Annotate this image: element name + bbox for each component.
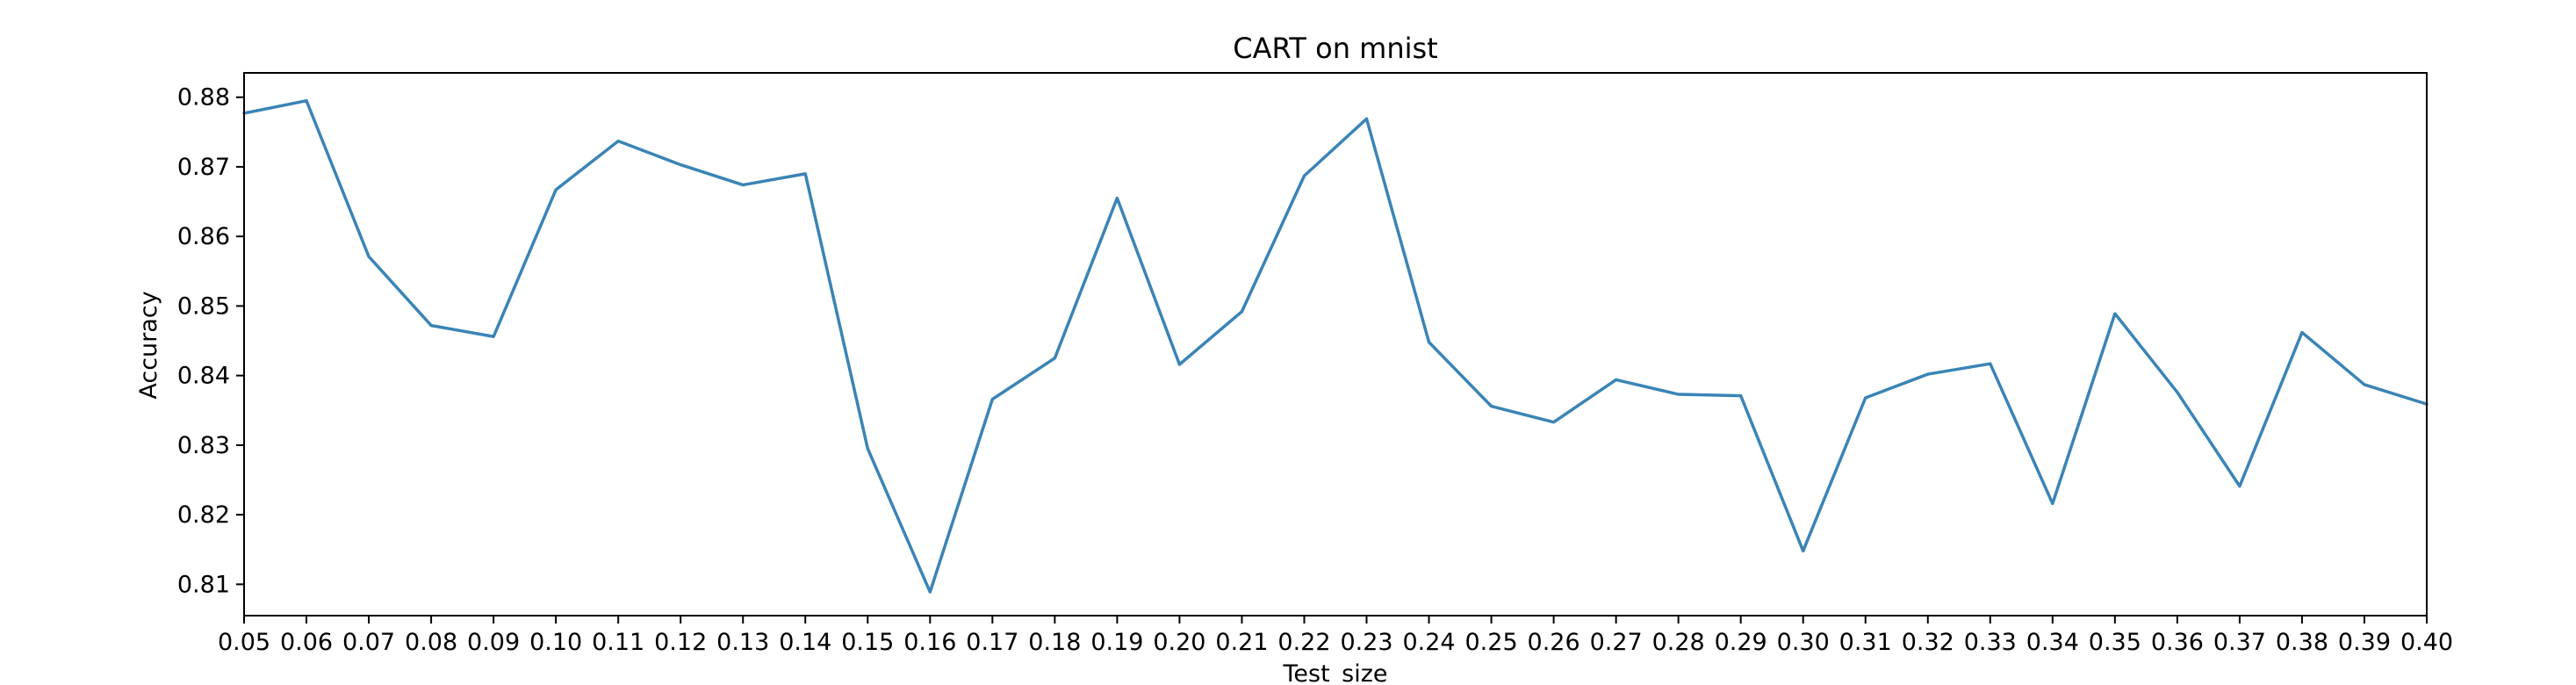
x-tick-label: 0.35 — [2089, 629, 2141, 656]
x-tick-label: 0.24 — [1402, 629, 1455, 656]
x-tick-label: 0.25 — [1465, 629, 1518, 656]
y-tick-label: 0.86 — [177, 223, 230, 250]
x-tick-label: 0.37 — [2213, 629, 2266, 656]
x-tick-label: 0.19 — [1090, 629, 1143, 656]
y-tick-label: 0.83 — [177, 432, 230, 459]
x-tick-label: 0.13 — [716, 629, 769, 656]
x-tick-label: 0.09 — [467, 629, 520, 656]
x-axis-label: Test_size — [1282, 660, 1387, 685]
x-tick-label: 0.34 — [2026, 629, 2079, 656]
x-axis-ticks: 0.05 0.06 0.07 0.08 0.09 0.10 0.11 0.12 0.13 0.14… — [218, 616, 2453, 656]
x-tick-label: 0.28 — [1652, 629, 1705, 656]
x-tick-label: 0.36 — [2151, 629, 2204, 656]
x-tick-label: 0.16 — [903, 629, 956, 656]
x-tick-label: 0.07 — [342, 629, 395, 656]
x-tick-label: 0.11 — [592, 629, 644, 656]
y-tick-label: 0.82 — [177, 501, 230, 529]
y-tick-label: 0.88 — [177, 84, 230, 112]
x-tick-label: 0.39 — [2338, 629, 2391, 656]
x-tick-label: 0.20 — [1153, 629, 1205, 656]
chart-title: CART on mnist — [1233, 32, 1437, 65]
y-tick-label: 0.84 — [177, 363, 230, 390]
x-tick-label: 0.33 — [1964, 629, 2017, 656]
y-tick-label: 0.87 — [177, 154, 230, 181]
x-tick-label: 0.31 — [1839, 629, 1892, 656]
y-tick-label: 0.85 — [177, 292, 230, 320]
x-tick-label: 0.08 — [405, 629, 457, 656]
x-tick-label: 0.18 — [1028, 629, 1081, 656]
x-tick-label: 0.30 — [1777, 629, 1830, 656]
series-group — [242, 98, 2428, 594]
x-tick-label: 0.06 — [280, 629, 333, 656]
y-tick-label: 0.81 — [177, 571, 230, 598]
x-tick-label: 0.22 — [1277, 629, 1330, 656]
x-tick-label: 0.05 — [218, 629, 270, 656]
x-tick-label: 0.29 — [1715, 629, 1767, 656]
series-line — [242, 98, 2428, 594]
y-axis-label: Accuracy — [135, 291, 162, 399]
x-tick-label: 0.15 — [841, 629, 894, 656]
x-tick-label: 0.10 — [529, 629, 582, 656]
x-tick-label: 0.17 — [966, 629, 1018, 656]
x-tick-label: 0.21 — [1215, 629, 1268, 656]
x-tick-label: 0.32 — [1902, 629, 1954, 656]
x-tick-label: 0.14 — [779, 629, 831, 656]
plot-area-frame — [243, 72, 2428, 616]
x-tick-label: 0.27 — [1590, 629, 1643, 656]
x-tick-label: 0.40 — [2400, 629, 2453, 656]
x-tick-label: 0.23 — [1340, 629, 1392, 656]
x-tick-label: 0.26 — [1528, 629, 1580, 656]
x-tick-label: 0.38 — [2276, 629, 2328, 656]
y-axis-ticks: 0.81 0.82 0.83 0.84 0.85 0.86 0.87 0.88 — [177, 84, 244, 598]
x-tick-label: 0.12 — [654, 629, 707, 656]
